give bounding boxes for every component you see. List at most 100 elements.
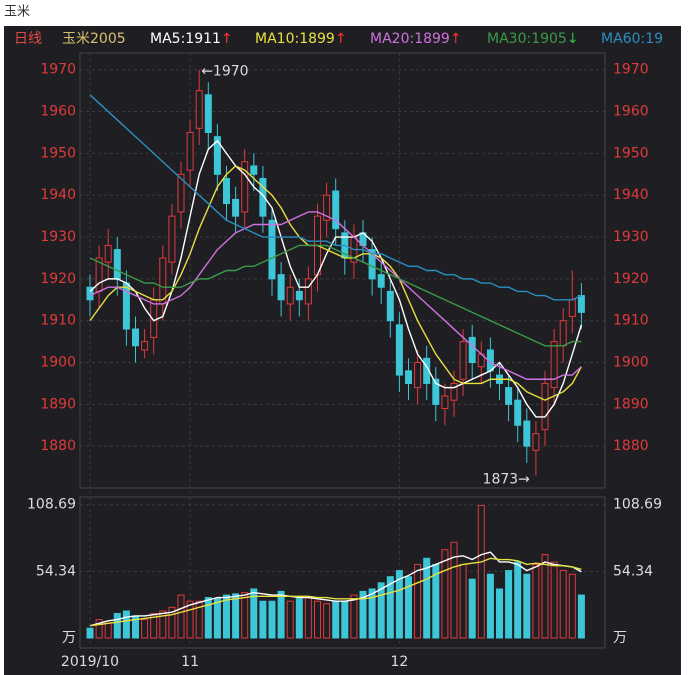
volume-bar <box>477 505 485 639</box>
candle-body <box>259 177 267 217</box>
volume-bar <box>113 612 121 639</box>
candle-body <box>450 382 458 401</box>
volume-bar <box>350 594 358 639</box>
legend-arrow: ↑ <box>221 31 233 47</box>
volume-bar <box>541 554 549 639</box>
candle-body <box>277 274 285 301</box>
candle-body <box>168 215 176 263</box>
volume-bar <box>232 593 240 639</box>
legend-item: MA60:19 <box>601 31 663 47</box>
chart-background <box>4 26 681 675</box>
candle-body <box>113 249 121 280</box>
volume-bar <box>204 597 212 639</box>
y-tick-label-right: 1910 <box>613 313 649 329</box>
y-tick-label: 1960 <box>40 104 76 120</box>
volume-panel <box>79 496 606 649</box>
legend-label: MA30:1905 <box>487 31 567 47</box>
header-label: 玉米2005 <box>62 31 126 47</box>
legend-item: MA20:1899↑ <box>370 31 462 47</box>
y-tick-label: 1950 <box>40 145 76 161</box>
v-tick-label: 54.34 <box>36 563 76 579</box>
price-panel <box>79 52 606 489</box>
candle-body <box>332 190 340 230</box>
volume-bar <box>122 610 130 639</box>
candle-body <box>550 341 558 389</box>
ma-line <box>89 94 582 301</box>
volume-bar <box>150 612 158 639</box>
candle-body <box>141 341 149 351</box>
volume-bar <box>286 600 294 639</box>
legend-label: MA60:19 <box>601 31 663 47</box>
volume-ma-line <box>89 557 582 627</box>
volume-bar <box>523 573 531 639</box>
volume-bar <box>341 600 349 639</box>
candle-body <box>459 341 467 380</box>
annotation: ←1970 <box>201 64 248 80</box>
volume-bar <box>141 619 149 639</box>
y-tick-label-right: 1900 <box>613 355 649 371</box>
volume-bar <box>95 619 103 639</box>
legend-label: MA20:1899 <box>370 31 450 47</box>
y-tick-label: 1910 <box>40 313 76 329</box>
y-tick-label: 1880 <box>40 438 76 454</box>
volume-bar <box>514 561 522 639</box>
y-tick-label: 1890 <box>40 396 76 412</box>
volume-bar <box>241 592 249 639</box>
candle-body <box>195 90 203 129</box>
candle-body <box>286 286 294 305</box>
legend-item: MA10:1899↑ <box>255 31 347 47</box>
candle-body <box>232 198 240 217</box>
legend-item: MA5:1911↑ <box>150 31 233 47</box>
x-tick-label: 2019/10 <box>61 654 119 670</box>
v-tick-label: 108.69 <box>27 497 76 513</box>
candle-body <box>132 328 139 347</box>
volume-bar <box>377 582 385 639</box>
v-tick-label: 万 <box>62 630 76 646</box>
volume-bar <box>414 563 422 639</box>
candle-body <box>432 378 440 405</box>
y-tick-label: 1920 <box>40 271 76 287</box>
candle-body <box>441 395 449 410</box>
candle-body <box>405 370 412 384</box>
v-tick-label-right: 万 <box>613 630 627 646</box>
annotation: 1873→ <box>483 471 531 487</box>
volume-bar <box>486 573 494 639</box>
volume-bar <box>250 588 258 639</box>
candle-body <box>532 433 540 451</box>
legend-arrow: ↑ <box>335 31 347 47</box>
y-tick-label: 1900 <box>40 355 76 371</box>
candle-body <box>559 320 567 347</box>
volume-bar <box>223 594 230 639</box>
v-tick-label-right: 108.69 <box>613 497 662 513</box>
candle-body <box>523 420 531 447</box>
volume-ma-line <box>89 551 582 627</box>
candle-body <box>268 219 276 280</box>
y-tick-label-right: 1920 <box>613 271 649 287</box>
candle-body <box>505 387 513 405</box>
candle-body <box>514 399 522 426</box>
candle-body <box>241 161 249 213</box>
volume-bar <box>277 590 285 639</box>
ma-line <box>89 244 582 347</box>
volume-bar <box>186 600 194 639</box>
y-tick-label: 1940 <box>40 187 76 203</box>
volume-bar <box>314 600 321 639</box>
y-tick-label: 1930 <box>40 229 76 245</box>
volume-bar <box>168 606 176 639</box>
y-tick-label-right: 1930 <box>613 229 649 245</box>
x-tick-label: 12 <box>390 654 408 670</box>
volume-bar <box>304 597 312 639</box>
volume-bar <box>213 598 221 639</box>
volume-bar <box>295 598 303 639</box>
candle-body <box>177 173 185 213</box>
volume-bar <box>159 610 167 639</box>
volume-bar <box>505 570 513 639</box>
volume-bar <box>496 588 503 639</box>
candle-body <box>386 290 394 322</box>
volume-bar <box>441 549 449 639</box>
volume-bar <box>459 563 467 639</box>
volume-bar <box>395 570 403 639</box>
volume-bar <box>104 622 112 639</box>
legend-arrow: ↑ <box>450 31 462 47</box>
volume-bar <box>332 600 340 639</box>
